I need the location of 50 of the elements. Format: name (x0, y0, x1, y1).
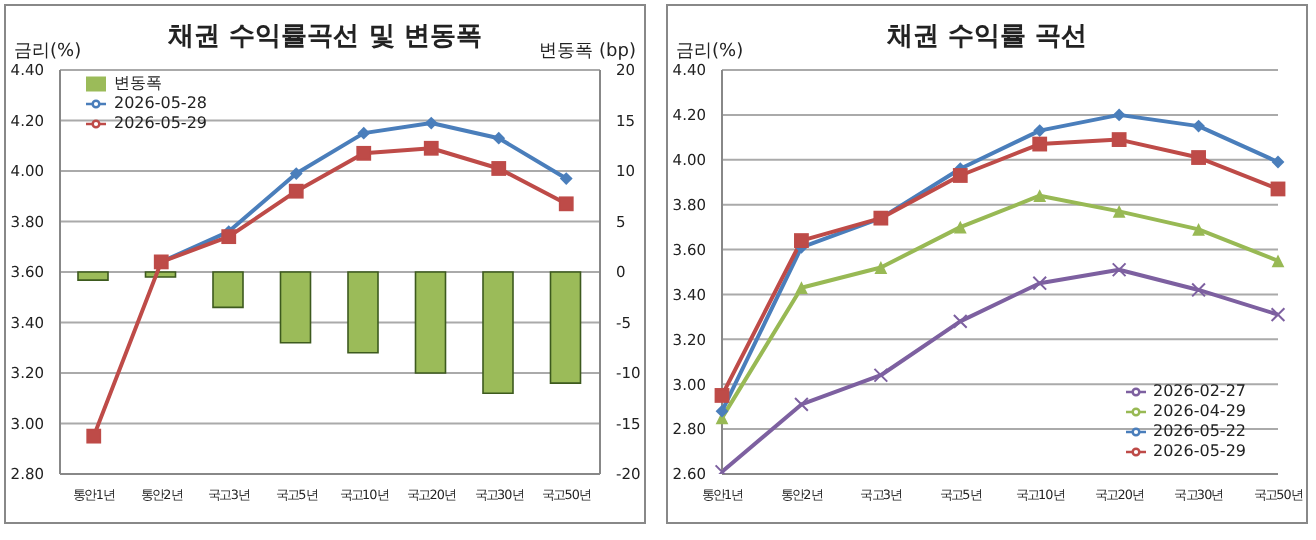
point (1191, 282, 1206, 298)
point (492, 131, 506, 145)
point (874, 261, 888, 274)
point (558, 196, 574, 212)
legend-label: 2026-02-27 (1153, 382, 1246, 401)
point (1270, 307, 1286, 323)
legend-label: 2026-05-29 (114, 114, 207, 133)
legend-label: 2026-05-29 (1153, 442, 1246, 461)
point (794, 397, 809, 412)
point (491, 161, 507, 176)
y-axis-title: 금리(%) (14, 40, 82, 63)
point (1192, 119, 1205, 133)
point (86, 428, 102, 444)
legend-label: 2026-04-29 (1153, 402, 1246, 421)
point (357, 126, 371, 140)
point (1032, 136, 1048, 152)
point (1111, 132, 1127, 147)
point (1191, 150, 1206, 165)
point (1271, 254, 1285, 268)
point (715, 404, 729, 418)
point (423, 140, 439, 156)
point (1271, 155, 1285, 169)
point (1111, 262, 1127, 278)
point (288, 183, 304, 199)
legend-label: 2026-05-28 (114, 94, 207, 113)
point (953, 220, 967, 234)
point (1270, 181, 1286, 197)
chart-title: 채권 수익률 곡선 (886, 22, 1088, 52)
point (356, 145, 372, 161)
legend-label: 2026-05-22 (1153, 422, 1246, 441)
legend-label: 변동폭 (114, 74, 162, 93)
point (714, 388, 730, 403)
point (794, 233, 809, 248)
point (1033, 189, 1047, 203)
point (221, 229, 237, 245)
point (795, 281, 808, 295)
y2-axis-title: 변동폭 (bp) (539, 40, 636, 63)
point (873, 367, 889, 383)
y-axis-title: 금리(%) (676, 40, 744, 63)
point (1112, 108, 1126, 122)
point (289, 167, 303, 180)
point (424, 116, 438, 130)
point (1032, 275, 1048, 291)
point (952, 168, 968, 183)
point (952, 313, 968, 329)
chart-title: 채권 수익률곡선 및 변동폭 (168, 22, 482, 52)
point (1033, 124, 1047, 137)
point (1112, 205, 1126, 218)
point (559, 172, 573, 185)
point (1192, 222, 1205, 236)
